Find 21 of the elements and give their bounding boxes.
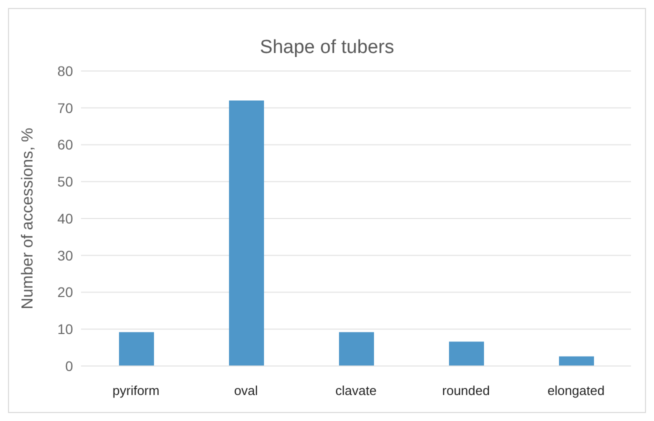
y-tick-label: 30 [57,247,74,264]
x-tick-label: clavate [335,383,377,398]
bar [449,342,484,366]
bar [119,332,154,366]
x-tick-label: rounded [442,383,490,398]
bar [559,356,594,366]
bar [229,100,264,366]
y-axis-title: Number of accessions, % [20,128,37,310]
y-tick-label: 10 [57,321,74,338]
y-tick-label: 70 [57,100,74,116]
x-tick-label: elongated [547,383,605,398]
y-tick-label: 50 [57,174,74,190]
x-tick-label: oval [234,383,258,398]
bar [339,332,374,366]
y-tick-label: 0 [65,358,74,374]
y-tick-label: 60 [57,136,74,153]
y-tick-label: 20 [57,284,74,300]
chart-title: Shape of tubers [258,37,396,59]
y-tick-label: 80 [57,62,74,79]
x-tick-label: pyriform [112,383,160,398]
y-tick-label: 40 [57,210,74,226]
